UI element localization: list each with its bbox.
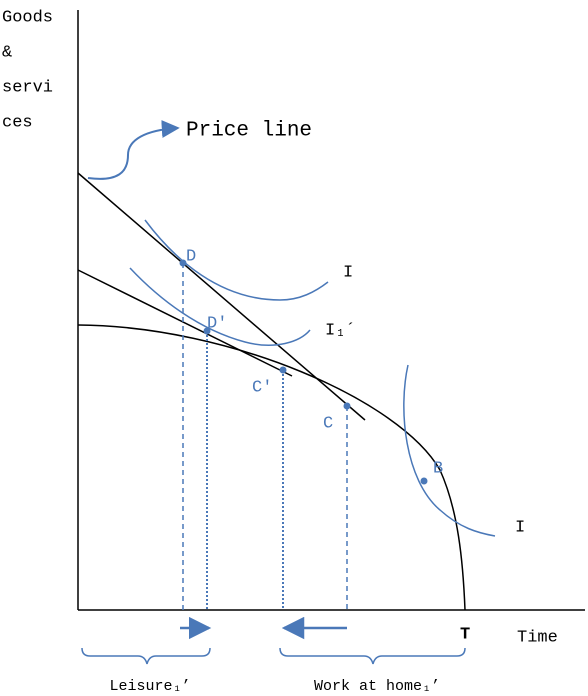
y-axis-label: ces [2, 113, 33, 132]
point [279, 366, 287, 374]
curve-label: I [343, 263, 353, 282]
indifference-curve [144, 219, 329, 301]
y-axis-label: servi [2, 78, 53, 97]
callout-arrow [87, 120, 180, 180]
y-axis-label: & [2, 43, 12, 62]
bracket [279, 647, 466, 665]
ppf-curve [77, 324, 466, 611]
x-axis-label: Time [517, 628, 558, 647]
point-label: C′ [252, 378, 272, 397]
indifference-curve [403, 364, 496, 537]
price-line [77, 269, 293, 377]
point-label: B [433, 459, 443, 478]
bracket-label: Work at home₁’ [314, 678, 440, 695]
callout-label: Price line [186, 120, 312, 143]
point-label: D [186, 247, 196, 266]
point [203, 327, 211, 335]
curve-label: I [515, 518, 525, 537]
x-end-label: T [460, 625, 470, 644]
bracket [81, 647, 211, 665]
point [343, 402, 351, 410]
y-axis-label: Goods [2, 8, 53, 27]
point-label: D′ [207, 314, 227, 333]
point [420, 477, 428, 485]
indifference-curve [129, 267, 311, 346]
bracket-label: Leisure₁’ [109, 678, 190, 695]
point [179, 259, 187, 267]
curve-label: I₁´ [325, 321, 356, 340]
price-line [77, 172, 366, 421]
point-label: C [323, 414, 333, 433]
